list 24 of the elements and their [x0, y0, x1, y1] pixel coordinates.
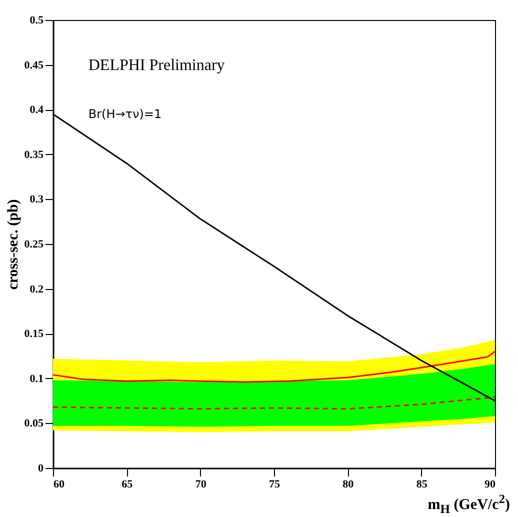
- y-tick-label: 0: [38, 462, 44, 474]
- y-tick-label: 0.1: [30, 372, 44, 385]
- y-tick-label: 0.2: [30, 283, 44, 296]
- y-tick-label: 0.4: [30, 104, 44, 116]
- y-tick-label: 0.25: [24, 238, 44, 250]
- annotation: Br(H→τν)=1: [88, 107, 162, 122]
- y-tick-label: 0.3: [30, 194, 44, 206]
- x-tick-label: 60: [54, 478, 65, 490]
- x-axis-title: m$_{H}$ (GeV/c$^{2}$): [428, 492, 510, 517]
- x-tick-label: 70: [195, 478, 207, 490]
- y-tick-label: 0.5: [30, 14, 44, 26]
- y-tick-label: 0.15: [24, 328, 44, 340]
- y-tick-label: 0.45: [24, 59, 44, 72]
- x-tick-label: 85: [416, 478, 428, 490]
- x-tick-label: 90: [484, 478, 496, 490]
- line-series: [52, 396, 496, 410]
- y-tick-label: 0.05: [24, 418, 44, 430]
- annotation: DELPHI Preliminary: [88, 56, 225, 74]
- y-tick-label: 0.35: [24, 148, 44, 161]
- x-tick-label: 80: [342, 478, 354, 490]
- x-tick-label: 65: [122, 478, 134, 490]
- y-axis-title: cross-sec. (pb): [5, 199, 22, 290]
- line-series: [52, 350, 496, 383]
- x-tick-label: 75: [269, 478, 280, 490]
